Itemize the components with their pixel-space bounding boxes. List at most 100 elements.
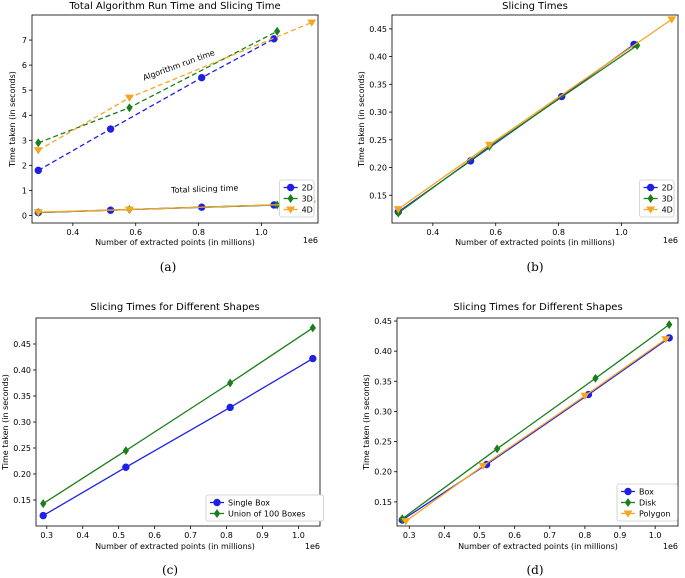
series-group <box>398 320 673 526</box>
data-point-4d <box>393 206 403 214</box>
panel-b: Slicing Times 0.4 0.6 0.8 1.0 0.150.200.250… <box>357 1 679 274</box>
legend-label: 4D <box>302 206 313 215</box>
legend-box <box>205 494 324 522</box>
data-point-polygon <box>661 336 671 344</box>
series-line-3d-run <box>38 30 278 144</box>
legend-label: 3D <box>662 195 673 204</box>
y-tick-label: 0 <box>22 211 27 220</box>
chart-title: Total Algorithm Run Time and Slicing Tim… <box>68 1 280 12</box>
y-ticks: 0.15 0.20 0.25 0.30 0.35 0.40 0.45 <box>374 317 397 507</box>
y-tick-label: 7 <box>22 36 27 45</box>
x-tick-label: 0.4 <box>66 228 79 237</box>
x-tick-label: 0.8 <box>192 228 205 237</box>
panel-d: Slicing Times for Different Shapes 0.3 0.… <box>362 302 679 577</box>
legend-marker <box>624 487 632 496</box>
panel-caption: (a) <box>160 260 177 274</box>
y-tick-label: 0.25 <box>13 444 31 453</box>
series-line-3d <box>397 44 638 214</box>
y-tick-label: 0.25 <box>374 438 392 447</box>
chart-title: Slicing Times <box>502 1 568 12</box>
y-tick-label: 5 <box>22 86 27 95</box>
x-axis-label: Number of extracted points (in millions) <box>95 238 255 247</box>
legend-label: 2D <box>302 184 313 193</box>
data-point-2d-run <box>198 73 206 82</box>
panel-caption: (d) <box>526 563 543 577</box>
legend-marker <box>646 206 656 214</box>
y-tick-label: 1 <box>22 186 27 195</box>
legend-label: 3D <box>302 195 313 204</box>
series-line-4d <box>38 203 312 213</box>
data-point-single-box <box>122 463 130 471</box>
data-point-4d-run <box>307 19 317 27</box>
y-tick-label: 0.45 <box>369 25 387 34</box>
y-axis-label: Time taken (in seconds) <box>8 71 17 168</box>
chart-title: Slicing Times for Different Shapes <box>453 302 622 313</box>
data-point-4d <box>484 141 494 149</box>
legend-label: 4D <box>662 206 673 215</box>
x-tick-label: 0.8 <box>220 531 233 540</box>
x-tick-label: 0.6 <box>489 228 502 237</box>
x-tick-label: 0.4 <box>438 531 451 540</box>
x-tick-label: 0.8 <box>579 531 592 540</box>
data-point-union-of-100-boxes <box>226 378 234 388</box>
y-tick-label: 0.30 <box>369 108 387 117</box>
x-ticks: 0.4 0.6 0.8 1.0 <box>426 223 628 237</box>
series-group <box>393 16 677 218</box>
x-tick-label: 0.4 <box>426 228 439 237</box>
y-axis-label: Time taken (in seconds) <box>357 71 366 168</box>
y-tick-label: 0.20 <box>13 470 31 479</box>
y-tick-label: 4 <box>22 111 27 120</box>
legend-marker <box>646 183 655 192</box>
legend-label: Single Box <box>228 499 270 508</box>
y-tick-label: 0.45 <box>374 317 392 326</box>
x-tick-label: 0.9 <box>614 531 627 540</box>
x-axis-label: Number of extracted points (in millions) <box>455 238 615 247</box>
legend-marker <box>287 194 294 203</box>
series-line-box <box>401 337 670 521</box>
y-tick-label: 6 <box>22 61 27 70</box>
data-point-polygon <box>478 462 488 470</box>
x-tick-label: 0.8 <box>552 228 565 237</box>
x-tick-label: 0.6 <box>148 531 161 540</box>
y-tick-label: 0.15 <box>374 498 392 507</box>
series-line-union-of-100-boxes <box>42 327 314 505</box>
y-tick-label: 0.45 <box>13 340 31 349</box>
panel-c: Slicing Times for Different Shapes 0.3 0.… <box>1 302 324 577</box>
y-tick-label: 0.15 <box>13 496 31 505</box>
data-point-4d-run <box>124 94 134 102</box>
legend-marker <box>647 194 654 203</box>
x-ticks: 0.3 0.4 0.5 0.6 0.7 0.8 0.9 1.0 <box>40 526 305 540</box>
x-tick-label: 0.5 <box>473 531 486 540</box>
data-point-disk <box>666 320 673 330</box>
series-line-2d-run <box>37 38 275 171</box>
x-ticks: 0.3 0.4 0.5 0.6 0.7 0.8 0.9 1.0 <box>403 526 662 540</box>
legend-label: Box <box>639 488 654 497</box>
data-point-union-of-100-boxes <box>40 499 47 509</box>
legend-label: Union of 100 Boxes <box>228 510 305 519</box>
x-tick-label: 1.0 <box>615 228 628 237</box>
x-axis-label: Number of extracted points (in millions) <box>458 542 618 551</box>
y-tick-label: 0.15 <box>369 191 387 200</box>
x-offset-text: 1e6 <box>303 236 318 245</box>
x-tick-label: 0.7 <box>543 531 556 540</box>
legend-marker <box>286 206 296 214</box>
series-line-single-box <box>42 358 314 517</box>
y-tick-label: 0.30 <box>13 418 31 427</box>
y-tick-label: 0.35 <box>13 392 31 401</box>
y-tick-label: 0.20 <box>369 164 387 173</box>
data-point-4d <box>124 206 134 214</box>
y-tick-label: 0.40 <box>13 366 31 375</box>
data-point-2d-run <box>34 166 42 175</box>
y-ticks: 0.15 0.20 0.25 0.30 0.35 0.40 0.45 <box>13 340 36 505</box>
data-point-4d-run <box>33 147 43 155</box>
data-point-single-box <box>226 403 234 412</box>
x-ticks: 0.4 0.6 0.8 1.0 <box>66 223 268 237</box>
annotation: Total slicing time <box>170 184 239 195</box>
x-tick-label: 0.7 <box>184 531 197 540</box>
panel-caption: (b) <box>526 260 543 274</box>
series-group <box>33 19 317 217</box>
panel-a: Total Algorithm Run Time and Slicing Tim… <box>8 1 319 274</box>
x-offset-text: 1e6 <box>663 236 678 245</box>
